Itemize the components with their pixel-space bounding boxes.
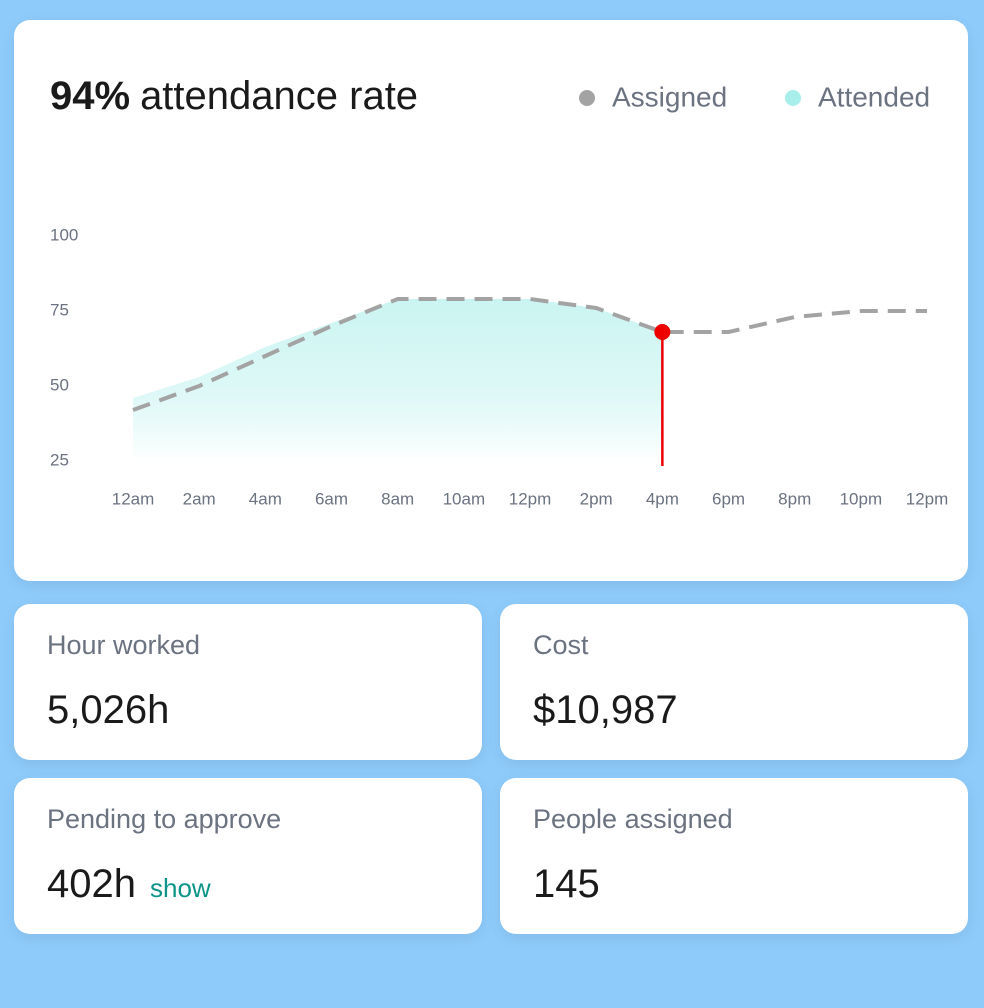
x-tick-label: 8am [381,489,414,508]
x-tick-label: 8pm [778,489,811,508]
y-tick-label: 100 [50,225,78,244]
stat-card: Cost $10,987 [500,604,968,760]
stat-label: Cost [533,630,589,660]
legend-label: Assigned [612,81,727,112]
x-tick-label: 2am [183,489,216,508]
stat-value: $10,987 [533,688,678,733]
x-tick-label: 12pm [906,489,949,508]
legend-label: Attended [818,81,930,112]
chart-title: 94% attendance rate [50,74,418,118]
legend-dot [785,90,801,106]
stat-label: Pending to approve [47,804,282,834]
title-value: 94% [50,74,130,118]
y-tick-label: 25 [50,450,69,469]
x-tick-label: 6pm [712,489,745,508]
x-tick-label: 12pm [509,489,552,508]
x-tick-label: 10pm [840,489,883,508]
stat-number: 402h [47,862,136,906]
stat-value: 402h show [47,862,211,907]
stat-card: Hour worked 5,026h [14,604,482,760]
x-tick-label: 10am [443,489,486,508]
show-link[interactable]: show [149,873,211,903]
x-tick-label: 12am [112,489,155,508]
x-tick-label: 2pm [580,489,613,508]
stat-number: $10,987 [533,688,678,732]
x-tick-label: 4am [249,489,282,508]
y-tick-label: 50 [50,375,69,394]
stat-label: People assigned [533,804,733,834]
x-tick-label: 4pm [646,489,679,508]
assigned-line [132,297,928,412]
chart: 94% attendance rate Assigned Attended 25 50 7… [50,74,949,509]
stat-number: 5,026h [47,688,170,732]
stat-card: People assigned 145 [500,778,968,934]
chart-card: 94% attendance rate Assigned Attended 25 50 7… [14,20,968,581]
x-tick-label: 6am [315,489,348,508]
stat-label: Hour worked [47,630,201,660]
y-tick-label: 75 [50,300,69,319]
stat-card: Pending to approve 402h show [14,778,482,934]
stat-value: 145 [533,862,600,907]
attended-area [133,299,663,461]
stat-number: 145 [533,862,600,906]
current-marker-dot [654,324,671,340]
stat-value: 5,026h [47,688,169,733]
title-text: attendance rate [140,74,418,118]
legend-dot [579,90,595,106]
